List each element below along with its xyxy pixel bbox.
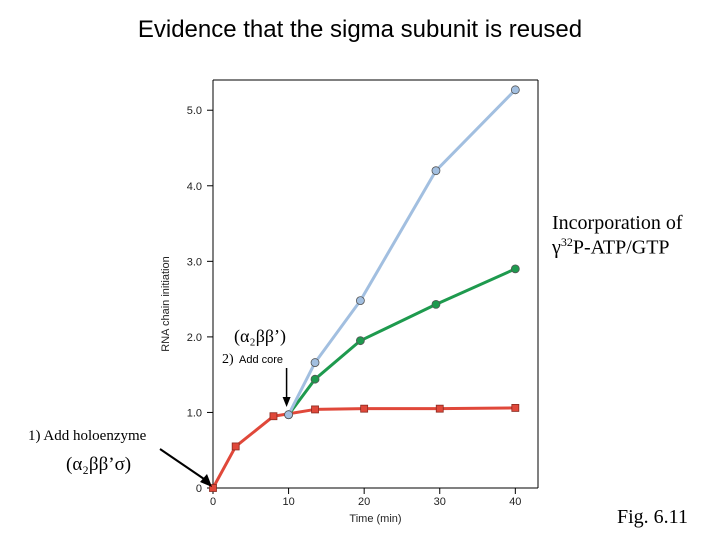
holoenzyme-formula: (α₂ββ’σ) (66, 454, 132, 475)
data-point (435, 404, 444, 413)
data-point (209, 484, 217, 492)
data-point (431, 166, 441, 176)
series-line (287, 267, 516, 416)
holoenzyme-arrow-shaft (159, 448, 208, 482)
y-tick-label: 5.0 (187, 105, 202, 117)
x-tick-label: 40 (509, 496, 521, 508)
data-point (355, 336, 365, 346)
data-point (310, 374, 320, 384)
series-line (287, 88, 517, 416)
side-label-line2: γ32P-ATP/GTP (552, 235, 683, 260)
y-tick-label: 3.0 (187, 256, 202, 268)
series-2 (284, 264, 520, 420)
y-tick-label: 2.0 (187, 332, 202, 344)
data-point (510, 85, 520, 95)
x-axis-label: Time (min) (349, 513, 401, 525)
chart-frame (212, 79, 539, 489)
data-point (311, 405, 319, 414)
y-tick-label: 0 (196, 483, 202, 495)
data-point (431, 299, 441, 309)
side-label: Incorporation of γ32P-ATP/GTP (552, 212, 683, 260)
data-point (310, 358, 320, 367)
data-point (360, 404, 369, 413)
holoenzyme-arrow (159, 448, 212, 487)
data-point (231, 442, 240, 451)
slide-title: Evidence that the sigma subunit is reuse… (137, 16, 583, 43)
series-line (211, 406, 516, 489)
series-3 (284, 85, 520, 420)
side-label-line2-rest: P-ATP/GTP (572, 236, 670, 259)
data-point (511, 404, 520, 412)
y-tick-label: 4.0 (187, 181, 202, 193)
figure-label: Fig. 6.11 (617, 506, 688, 528)
data-point (269, 412, 278, 421)
x-tick-label: 0 (210, 496, 216, 508)
side-label-line1: Incorporation of (552, 212, 683, 234)
x-tick-label: 20 (358, 496, 370, 508)
gamma-symbol: γ (552, 236, 561, 259)
step1-label: 1) Add holoenzyme (28, 428, 147, 444)
data-point (284, 410, 293, 420)
y-axis-label: RNA chain initiation (160, 256, 172, 351)
x-tick-label: 30 (434, 496, 446, 508)
y-tick-label: 1.0 (187, 407, 202, 419)
isotope-superscript: 32 (560, 235, 573, 249)
core-formula: (α₂ββ’) (234, 326, 287, 346)
step2-number: 2) (222, 352, 234, 367)
data-point (355, 296, 365, 306)
series-layer (209, 85, 520, 492)
add-core-arrow-head (282, 397, 291, 407)
data-point (510, 264, 520, 274)
add-core-label: Add core (239, 354, 284, 366)
add-core-arrow (282, 368, 291, 407)
x-tick-label: 10 (282, 496, 294, 508)
axis-ticks: 0 1.0 2.0 3.0 4.0 5.0 0 10 20 30 40 (187, 105, 522, 508)
series-1 (209, 404, 520, 492)
holoenzyme-arrow-head (200, 474, 212, 487)
